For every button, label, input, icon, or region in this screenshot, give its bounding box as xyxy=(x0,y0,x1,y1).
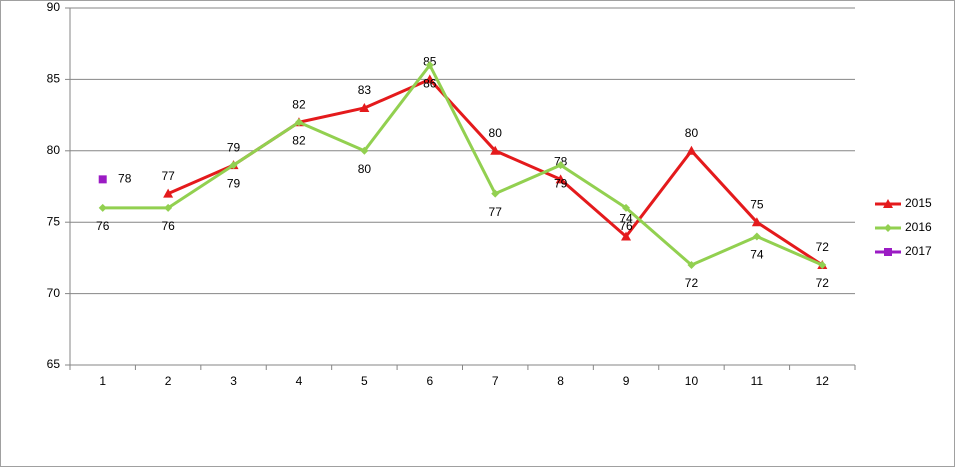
x-tick-label: 8 xyxy=(557,374,564,388)
y-tick-label: 65 xyxy=(47,357,61,371)
marker xyxy=(622,203,631,212)
data-label: 72 xyxy=(816,276,830,290)
data-label: 79 xyxy=(554,176,568,190)
marker xyxy=(163,188,174,198)
data-label: 72 xyxy=(816,240,830,254)
data-label: 77 xyxy=(489,205,503,219)
x-tick-label: 1 xyxy=(99,374,106,388)
marker xyxy=(424,74,435,84)
marker xyxy=(621,231,632,241)
x-tick-label: 4 xyxy=(296,374,303,388)
data-label: 82 xyxy=(292,97,306,111)
marker xyxy=(360,146,369,155)
y-tick-label: 75 xyxy=(47,214,61,228)
marker xyxy=(883,199,893,208)
data-label: 76 xyxy=(96,219,110,233)
x-tick-label: 12 xyxy=(816,374,830,388)
data-label: 76 xyxy=(619,219,633,233)
legend-label: 2016 xyxy=(905,220,932,234)
y-tick-label: 90 xyxy=(47,0,61,14)
marker xyxy=(752,232,761,241)
x-tick-label: 10 xyxy=(685,374,699,388)
marker xyxy=(818,261,827,270)
data-label: 80 xyxy=(489,126,503,140)
data-label: 86 xyxy=(423,76,437,90)
y-tick-label: 80 xyxy=(47,143,61,157)
data-label: 79 xyxy=(227,176,241,190)
marker xyxy=(687,261,696,270)
marker xyxy=(359,102,370,112)
marker xyxy=(490,145,501,155)
marker xyxy=(491,189,500,198)
marker xyxy=(164,203,173,212)
x-tick-label: 5 xyxy=(361,374,368,388)
marker xyxy=(556,161,565,170)
x-tick-label: 11 xyxy=(751,374,764,388)
data-label: 82 xyxy=(292,133,306,147)
x-tick-label: 3 xyxy=(230,374,237,388)
data-label: 80 xyxy=(685,126,699,140)
y-tick-label: 85 xyxy=(47,72,61,86)
x-tick-label: 7 xyxy=(492,374,499,388)
data-label: 74 xyxy=(750,248,764,262)
marker xyxy=(229,161,238,170)
marker xyxy=(884,224,892,232)
y-tick-label: 70 xyxy=(47,286,61,300)
legend-label: 2017 xyxy=(905,244,932,258)
x-tick-label: 9 xyxy=(623,374,630,388)
data-label: 74 xyxy=(619,212,633,226)
marker xyxy=(751,217,762,227)
marker xyxy=(294,118,303,127)
x-tick-label: 2 xyxy=(165,374,172,388)
data-label: 75 xyxy=(750,197,764,211)
marker xyxy=(425,61,434,70)
data-label: 80 xyxy=(358,162,372,176)
marker xyxy=(555,174,566,184)
data-label: 72 xyxy=(685,276,699,290)
marker xyxy=(884,248,892,256)
marker xyxy=(686,145,697,155)
marker xyxy=(98,203,107,212)
data-label: 79 xyxy=(227,140,241,154)
marker xyxy=(98,175,107,184)
data-label: 77 xyxy=(161,169,175,183)
data-label: 78 xyxy=(118,172,132,186)
x-tick-label: 6 xyxy=(426,374,433,388)
data-label: 83 xyxy=(358,83,372,97)
series-line xyxy=(102,63,823,267)
data-label: 76 xyxy=(161,219,175,233)
legend-label: 2015 xyxy=(905,196,932,210)
